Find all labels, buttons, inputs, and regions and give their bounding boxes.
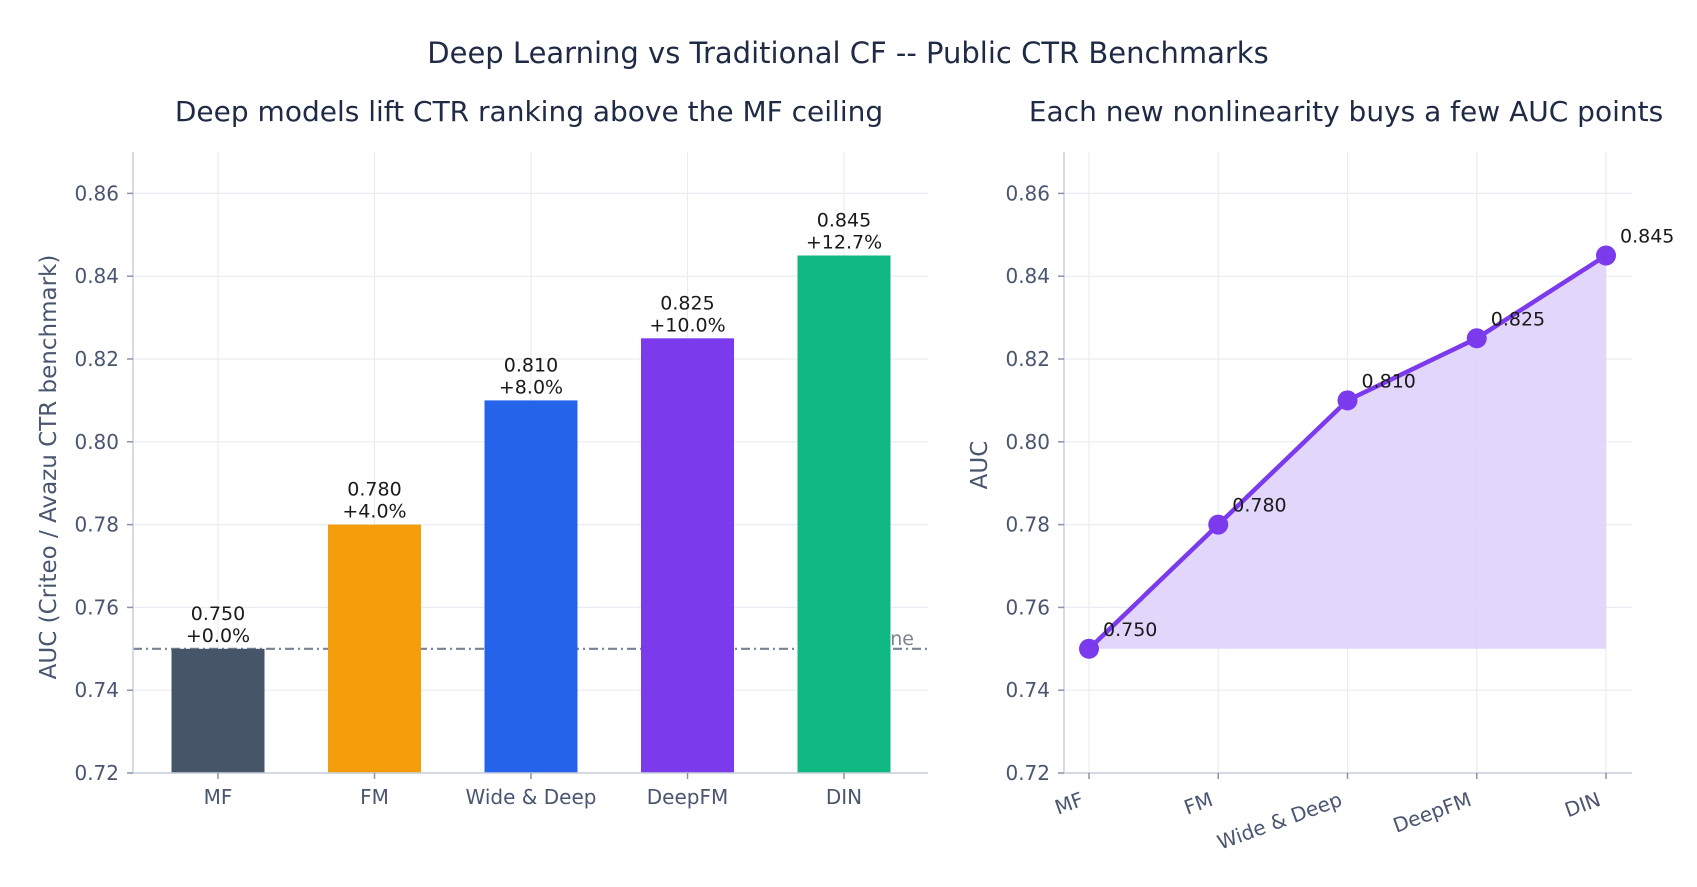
bar-din [797, 255, 891, 773]
line-chart-data-labels: 0.750 0.780 0.810 0.825 0.845 [1103, 226, 1674, 641]
bar-x-tick-label-mf: MF [204, 785, 233, 809]
line-y-tick-label: 0.86 [1005, 181, 1050, 205]
bar-value-label-mf: 0.750 [191, 603, 245, 625]
line-point-fm [1208, 514, 1229, 535]
line-point-wide-deep [1337, 390, 1358, 411]
line-area-fill [1089, 255, 1606, 649]
bar-y-tick-label: 0.74 [74, 678, 119, 702]
line-y-tick-label: 0.72 [1005, 761, 1050, 785]
line-chart-area-fill [1089, 255, 1606, 649]
line-value-label-wide-deep: 0.810 [1362, 370, 1416, 392]
bar-chart-axes: 0.72 0.74 0.76 0.78 0.80 0.82 0.84 0.86 MF FM Wide… [74, 152, 928, 809]
line-point-deepfm [1466, 328, 1487, 349]
bar-value-label-wide-deep: 0.810 [504, 354, 558, 376]
line-y-tick-label: 0.78 [1005, 513, 1050, 537]
line-chart-series [1079, 245, 1616, 659]
bar-y-tick-label: 0.80 [74, 430, 119, 454]
bar-fm [328, 524, 421, 773]
line-y-tick-label: 0.74 [1005, 678, 1050, 702]
bar-mf [171, 648, 265, 773]
bar-chart-panel: Deep models lift CTR ranking above the M… [36, 95, 928, 809]
line-x-tick-label-deepfm: DeepFM [1390, 787, 1475, 837]
bar-y-tick-label: 0.76 [74, 595, 119, 619]
line-x-tick-label-wide-deep: Wide & Deep [1214, 787, 1345, 854]
bar-wide-deep [484, 400, 578, 773]
line-chart-title: Each new nonlinearity buys a few AUC poi… [1029, 95, 1663, 128]
line-value-label-deepfm: 0.825 [1491, 308, 1545, 330]
line-x-tick-label-fm: FM [1181, 787, 1216, 819]
line-x-tick-label-din: DIN [1561, 787, 1603, 822]
bar-y-tick-label: 0.78 [74, 513, 119, 537]
line-point-din [1596, 245, 1616, 266]
bar-lift-label-wide-deep: +8.0% [499, 376, 563, 398]
bar-chart-y-axis-label: AUC (Criteo / Avazu CTR benchmark) [36, 255, 62, 680]
bar-x-tick-label-wide-deep: Wide & Deep [466, 785, 597, 809]
bar-x-tick-label-din: DIN [826, 785, 862, 809]
bar-lift-label-deepfm: +10.0% [649, 314, 725, 336]
line-y-tick-label: 0.82 [1005, 347, 1050, 371]
line-chart-y-axis-label: AUC [967, 441, 993, 490]
bar-value-label-deepfm: 0.825 [660, 292, 714, 314]
bar-chart-data-labels: 0.750+0.0% 0.780+4.0% 0.810+8.0% 0.825+10.0… [186, 210, 882, 647]
bar-chart-title: Deep models lift CTR ranking above the M… [175, 95, 883, 128]
bar-chart-bars [171, 255, 891, 773]
bar-value-label-fm: 0.780 [347, 479, 401, 501]
bar-x-tick-label-fm: FM [360, 785, 389, 809]
bar-lift-label-fm: +4.0% [342, 501, 406, 523]
line-y-tick-label: 0.84 [1005, 264, 1050, 288]
bar-x-tick-label-deepfm: DeepFM [647, 785, 728, 809]
figure-title: Deep Learning vs Traditional CF -- Publi… [427, 36, 1268, 70]
line-value-label-mf: 0.750 [1103, 619, 1157, 641]
bar-y-tick-label: 0.72 [74, 761, 119, 785]
bar-y-tick-label: 0.86 [74, 181, 119, 205]
bar-y-tick-label: 0.84 [74, 264, 119, 288]
bar-lift-label-din: +12.7% [806, 232, 882, 254]
line-y-tick-label: 0.76 [1005, 595, 1050, 619]
line-y-tick-label: 0.80 [1005, 430, 1050, 454]
line-value-label-din: 0.845 [1620, 226, 1674, 248]
bar-y-tick-label: 0.82 [74, 347, 119, 371]
line-x-tick-label-mf: MF [1051, 787, 1086, 819]
bar-lift-label-mf: +0.0% [186, 625, 250, 647]
line-point-mf [1079, 638, 1099, 659]
line-value-label-fm: 0.780 [1232, 495, 1286, 517]
bar-value-label-din: 0.845 [817, 210, 871, 232]
bar-deepfm [641, 338, 734, 773]
line-chart-panel: Each new nonlinearity buys a few AUC poi… [967, 95, 1674, 854]
